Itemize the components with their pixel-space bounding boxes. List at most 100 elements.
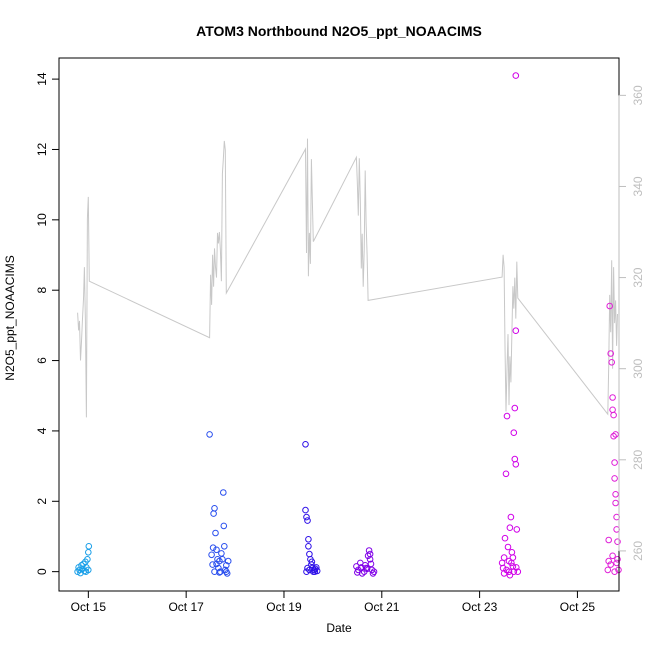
- y2-tick-label: 260: [631, 541, 645, 561]
- data-point: [302, 441, 309, 448]
- data-point: [209, 561, 216, 568]
- data-point: [220, 522, 228, 530]
- data-point: [214, 556, 221, 563]
- data-point: [367, 560, 375, 568]
- data-point: [358, 570, 366, 577]
- x-tick-label: Oct 15: [71, 600, 107, 614]
- chart-title: ATOM3 Northbound N2O5_ppt_NOAACIMS: [196, 23, 482, 39]
- data-point: [363, 565, 371, 573]
- data-point: [612, 499, 619, 507]
- data-point: [504, 543, 512, 551]
- data-point: [500, 554, 508, 561]
- data-point: [610, 432, 617, 440]
- data-point: [605, 557, 613, 565]
- data-point: [305, 536, 312, 543]
- y2-tick-label: 340: [631, 176, 645, 196]
- y-tick-label: 10: [35, 213, 49, 227]
- data-point: [513, 526, 521, 533]
- data-point: [506, 524, 514, 532]
- data-point: [510, 429, 518, 437]
- data-point: [209, 544, 217, 552]
- secondary-line-layer: [77, 138, 618, 418]
- data-point: [368, 566, 376, 574]
- y-tick-label: 4: [35, 427, 49, 434]
- data-point: [302, 506, 309, 514]
- data-point: [362, 564, 370, 572]
- data-point: [614, 538, 621, 546]
- data-point: [507, 513, 515, 521]
- data-point: [220, 489, 227, 496]
- x-tick-label: Oct 19: [266, 600, 302, 614]
- y-tick-label: 8: [35, 287, 49, 294]
- data-point: [611, 459, 618, 466]
- x-tick-label: Oct 17: [168, 600, 204, 614]
- data-point: [505, 568, 513, 576]
- data-point: [611, 475, 618, 482]
- data-point: [353, 563, 360, 570]
- y2-tick-label: 280: [631, 449, 645, 469]
- data-point: [313, 564, 320, 571]
- data-point: [610, 411, 617, 419]
- data-point: [607, 561, 615, 568]
- data-point: [608, 359, 616, 366]
- data-point: [501, 534, 509, 542]
- data-point: [212, 529, 219, 537]
- data-point: [604, 566, 612, 574]
- data-point: [85, 566, 92, 574]
- data-point: [605, 536, 613, 544]
- data-point: [612, 491, 619, 498]
- data-point: [512, 327, 520, 335]
- data-point: [365, 547, 373, 554]
- x-tick-label: Oct 21: [364, 600, 400, 614]
- y-axis-left: 0 2 4 6 8 10 12 14: [35, 72, 60, 575]
- data-point: [366, 550, 374, 558]
- y-tick-label: 0: [35, 568, 49, 575]
- data-point: [215, 564, 222, 572]
- data-point: [512, 461, 520, 468]
- data-point: [512, 72, 520, 79]
- y-tick-label: 6: [35, 357, 49, 364]
- data-point: [303, 513, 310, 521]
- y-axis-right: 260 280 300 320 340 360: [618, 85, 645, 561]
- data-point: [84, 556, 91, 563]
- data-point: [304, 517, 311, 524]
- data-point: [506, 571, 514, 579]
- data-point: [606, 302, 614, 310]
- data-point: [223, 562, 230, 569]
- data-point: [308, 558, 316, 566]
- y2-tick-label: 320: [631, 267, 645, 287]
- data-point: [361, 562, 369, 569]
- secondary-series-line: [77, 138, 618, 418]
- data-point: [607, 350, 615, 357]
- data-point: [305, 543, 312, 550]
- data-point: [502, 470, 510, 478]
- data-point: [216, 569, 223, 576]
- y-tick-label: 12: [35, 142, 49, 156]
- data-point: [224, 557, 232, 565]
- data-point: [614, 556, 621, 563]
- data-point: [370, 568, 378, 576]
- points-layer: [74, 72, 622, 579]
- data-point: [611, 568, 618, 576]
- data-point: [211, 505, 218, 512]
- data-point: [311, 568, 319, 576]
- data-point: [206, 431, 213, 438]
- x-tick-label: Oct 23: [462, 600, 498, 614]
- data-point: [513, 564, 520, 571]
- data-point: [85, 543, 93, 550]
- data-point: [509, 554, 517, 561]
- data-point: [609, 394, 616, 401]
- y-tick-label: 14: [35, 72, 49, 86]
- x-axis-label: Date: [326, 621, 352, 635]
- data-point: [304, 564, 311, 572]
- data-point: [354, 569, 361, 576]
- y-tick-label: 2: [35, 498, 49, 505]
- data-point: [609, 552, 616, 560]
- data-point: [213, 546, 220, 554]
- data-point: [511, 404, 519, 412]
- data-point: [612, 431, 619, 438]
- data-point: [358, 564, 365, 571]
- y-axis-label: N2O5_ppt_NOAACIMS: [3, 255, 17, 380]
- data-point: [208, 551, 215, 559]
